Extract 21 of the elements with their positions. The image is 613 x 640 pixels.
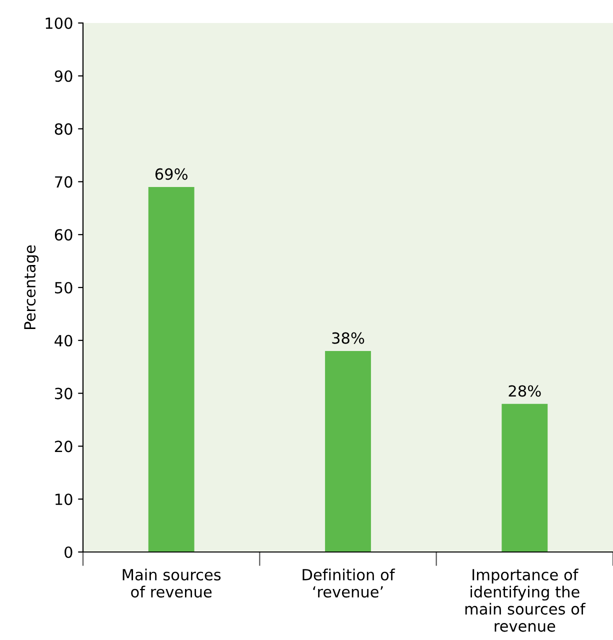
- bar: [148, 186, 194, 552]
- data-label: 38%: [332, 332, 364, 344]
- y-tick-label: 30: [55, 388, 72, 400]
- y-tick-label: 100: [46, 17, 72, 30]
- bar: [502, 404, 548, 552]
- y-tick-label: 80: [54, 123, 72, 135]
- y-tick-label: 0: [64, 546, 72, 558]
- data-label: 28%: [508, 385, 541, 397]
- bar: [325, 350, 371, 552]
- data-label: 69%: [155, 168, 188, 180]
- y-tick-label: 10: [56, 494, 72, 506]
- y-tick-label: 40: [54, 334, 72, 346]
- x-tick-label: Importance of identifying the main sources of revenue: [465, 568, 586, 632]
- y-axis-title: Percentage: [24, 245, 39, 329]
- y-tick-label: 60: [54, 229, 72, 241]
- x-tick-label: Definition of ‘revenue’: [302, 568, 396, 598]
- x-tick-label: Main sources of revenue: [122, 568, 221, 598]
- y-tick-label: 20: [54, 440, 72, 452]
- y-tick-label: 70: [55, 176, 72, 188]
- y-tick-label: 90: [54, 70, 72, 82]
- y-tick-label: 50: [55, 282, 72, 294]
